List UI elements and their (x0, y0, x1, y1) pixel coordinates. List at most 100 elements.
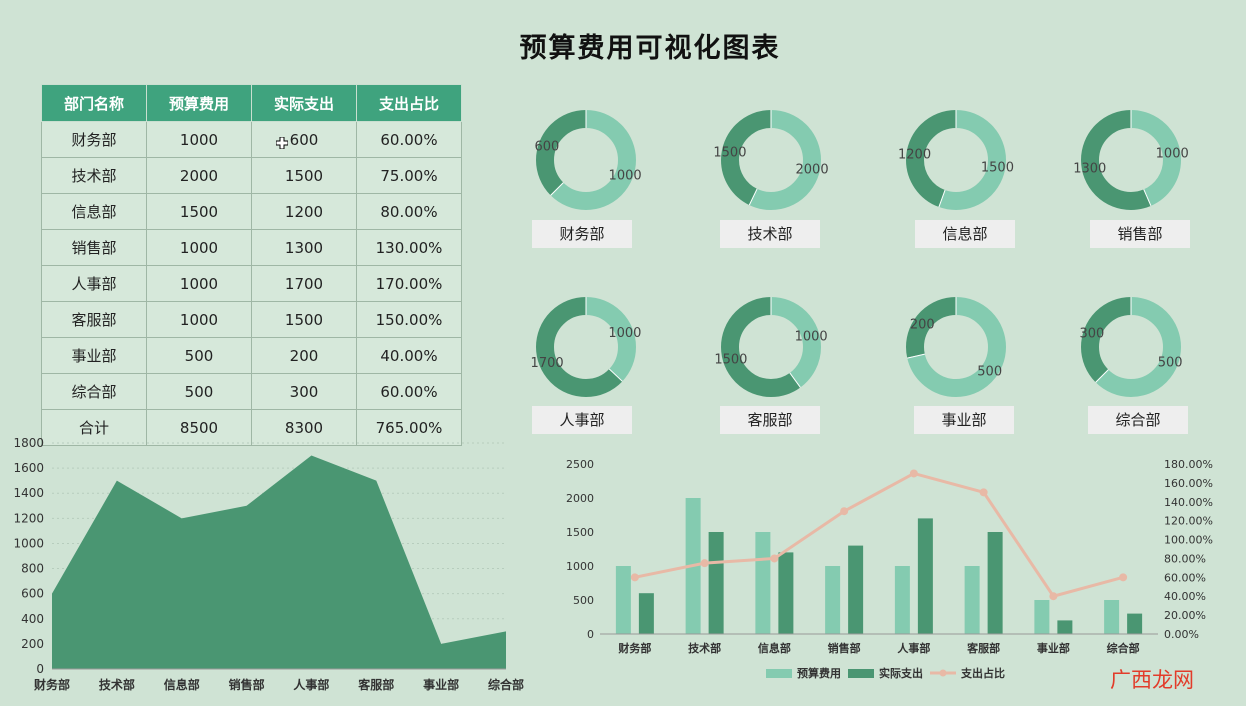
table-cell[interactable]: 信息部 (41, 193, 147, 230)
area-series (52, 455, 506, 669)
combo-x-tick: 技术部 (688, 641, 721, 655)
combo-budget-bar (1034, 600, 1050, 634)
area-y-tick: 1000 (13, 536, 44, 550)
legend-marker (939, 669, 947, 677)
table-cell[interactable]: 40.00% (356, 337, 462, 374)
combo-actual-bar (848, 545, 864, 634)
table-cell[interactable]: 1300 (251, 229, 357, 266)
area-y-tick: 1200 (13, 511, 44, 525)
table-cell[interactable]: 200 (251, 337, 357, 374)
donut-budget-label: 1500 (981, 161, 1014, 176)
table-cell[interactable]: 80.00% (356, 193, 462, 230)
legend-swatch (848, 669, 874, 678)
table-cell[interactable]: 150.00% (356, 301, 462, 338)
table-cell[interactable]: 1000 (146, 301, 252, 338)
combo-chart: 0 500 1000 1500 2000 2500 0.00% 20.00% 40.00% 60.… (566, 458, 1213, 680)
combo-ratio-point (770, 554, 779, 563)
table-cell[interactable]: 合计 (41, 409, 147, 446)
table-cell[interactable]: 1500 (251, 157, 357, 194)
donut-label: 信息部 (915, 220, 1015, 248)
table-row: 技术部 2000 1500 75.00% (41, 157, 462, 194)
combo-y2-tick: 40.00% (1164, 590, 1206, 603)
donut-chart: 2000 1500 (713, 110, 829, 210)
table-cell[interactable]: 765.00% (356, 409, 462, 446)
table-cell[interactable]: 60.00% (356, 121, 462, 158)
donut-separator (1095, 369, 1109, 383)
area-x-tick: 财务部 (33, 677, 70, 692)
table-cell[interactable]: 300 (251, 373, 357, 410)
table-cell[interactable]: 财务部 (41, 121, 147, 158)
legend-swatch (766, 669, 792, 678)
table-cell[interactable]: 人事部 (41, 265, 147, 302)
donut-budget-label: 500 (977, 365, 1002, 380)
combo-ratio-line (634, 471, 1124, 598)
table-cell[interactable]: 销售部 (41, 229, 147, 266)
table-cell[interactable]: 2000 (146, 157, 252, 194)
donut-budget-label: 2000 (796, 162, 829, 177)
header-department[interactable]: 部门名称 (41, 84, 147, 122)
page-title: 预算费用可视化图表 (519, 33, 781, 64)
donut-chart: 1000 600 (534, 110, 642, 210)
table-cell[interactable]: 500 (146, 373, 252, 410)
table-cell[interactable]: 8300 (251, 409, 357, 446)
table-cell[interactable]: 1500 (251, 301, 357, 338)
legend-label: 预算费用 (797, 666, 841, 680)
combo-actual-bar (917, 518, 933, 634)
combo-actual-bar (987, 532, 1003, 634)
donut-separator (938, 189, 946, 208)
combo-budget-bar (755, 532, 771, 634)
table-cell[interactable]: 1700 (251, 265, 357, 302)
watermark-text: 广西龙网 (1110, 668, 1194, 692)
donut-budget-label: 1000 (609, 169, 642, 184)
area-x-tick: 客服部 (357, 677, 394, 692)
combo-budget-bar (894, 566, 910, 634)
table-cell[interactable]: 1000 (146, 265, 252, 302)
table-cell[interactable]: 1000 (146, 121, 252, 158)
legend-label: 支出占比 (960, 666, 1005, 680)
combo-x-tick: 事业部 (1037, 641, 1070, 655)
donut-separator (748, 188, 758, 206)
header-budget[interactable]: 预算费用 (146, 84, 252, 122)
combo-y2-tick: 140.00% (1164, 496, 1213, 509)
area-x-tick: 技术部 (99, 677, 135, 692)
table-cell[interactable]: 130.00% (356, 229, 462, 266)
table-row: 综合部 500 300 60.00% (41, 373, 462, 410)
table-cell[interactable]: 600 (251, 121, 357, 158)
area-y-tick: 400 (21, 612, 44, 626)
combo-ratio-point (1049, 592, 1058, 601)
table-cell[interactable]: 事业部 (41, 337, 147, 374)
donut-actual-label: 300 (1079, 326, 1104, 341)
combo-budget-bar (1104, 600, 1120, 634)
combo-actual-bar (1127, 613, 1143, 634)
combo-y2-tick: 160.00% (1164, 477, 1213, 490)
table-cell[interactable]: 技术部 (41, 157, 147, 194)
area-x-tick: 信息部 (164, 677, 200, 692)
area-y-tick: 1400 (13, 486, 44, 500)
table-cell[interactable]: 客服部 (41, 301, 147, 338)
header-ratio[interactable]: 支出占比 (356, 84, 462, 122)
table-cell[interactable]: 170.00% (356, 265, 462, 302)
cursor-icon (276, 137, 288, 149)
donut-actual-label: 1500 (714, 353, 747, 368)
donut-chart: 1000 1500 (714, 297, 828, 397)
legend-label: 实际支出 (879, 666, 923, 680)
combo-x-tick: 销售部 (828, 641, 861, 655)
donut-actual-label: 1700 (531, 356, 564, 371)
table-cell[interactable]: 综合部 (41, 373, 147, 410)
area-x-tick: 事业部 (423, 677, 459, 692)
header-actual[interactable]: 实际支出 (251, 84, 357, 122)
donut-chart: 500 200 (906, 297, 1006, 397)
table-cell[interactable]: 60.00% (356, 373, 462, 410)
area-y-tick: 800 (21, 562, 44, 576)
table-row: 销售部 1000 1300 130.00% (41, 229, 462, 266)
table-cell[interactable]: 1200 (251, 193, 357, 230)
combo-x-tick: 财务部 (617, 641, 651, 655)
table-row: 信息部 1500 1200 80.00% (41, 193, 462, 230)
area-x-tick: 销售部 (229, 677, 265, 692)
donut-actual-label: 1500 (713, 146, 746, 161)
table-cell[interactable]: 1500 (146, 193, 252, 230)
table-cell[interactable]: 1000 (146, 229, 252, 266)
combo-y-tick: 0 (587, 628, 594, 641)
table-cell[interactable]: 75.00% (356, 157, 462, 194)
table-cell[interactable]: 500 (146, 337, 252, 374)
